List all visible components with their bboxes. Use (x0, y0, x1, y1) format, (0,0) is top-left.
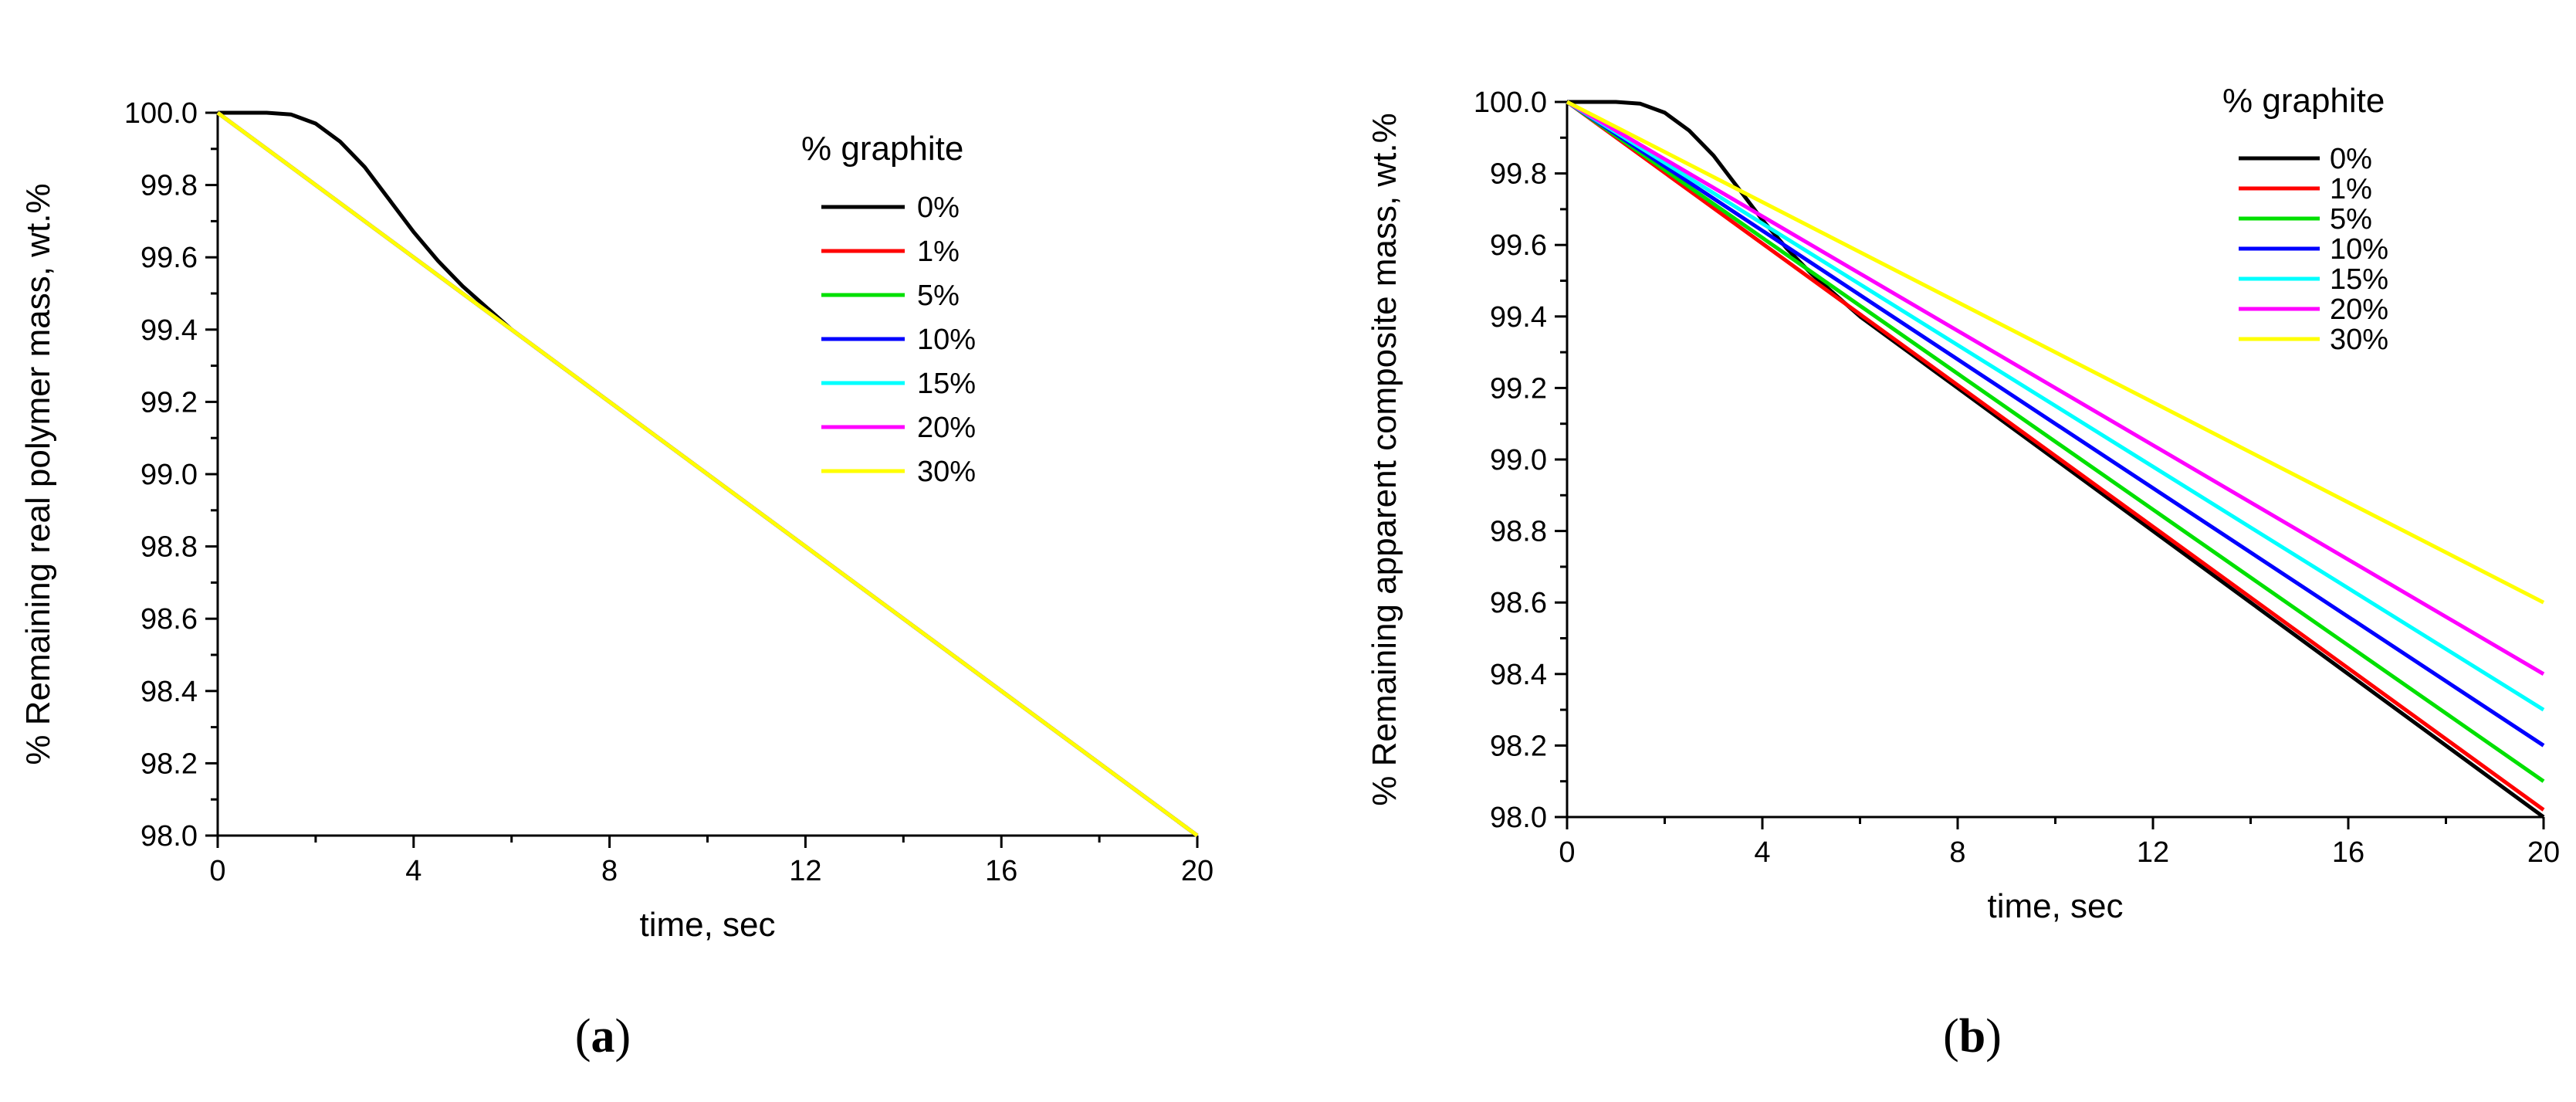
legend-label: 20% (2330, 293, 2388, 326)
y-tick-label: 98.0 (140, 820, 198, 853)
x-tick-label: 8 (601, 855, 618, 887)
legend-label: 15% (2330, 263, 2388, 296)
y-tick-label: 100.0 (124, 97, 198, 130)
panel-label-close: ) (615, 1010, 631, 1063)
x-tick-label: 4 (1754, 836, 1770, 869)
legend-label: 0% (2330, 143, 2372, 175)
panel-label-letter: b (1959, 1010, 1985, 1063)
legend-label: 10% (2330, 233, 2388, 266)
series-line-20pct (1566, 100, 2545, 676)
x-tick-label: 4 (405, 855, 421, 887)
y-tick-label: 98.6 (140, 603, 198, 636)
y-tick-label: 99.6 (140, 242, 198, 274)
panel-label: (b) (1943, 1010, 2002, 1063)
y-tick-label: 98.0 (1490, 802, 1547, 834)
x-axis-title: time, sec (639, 906, 775, 944)
x-tick-label: 0 (1559, 836, 1575, 869)
y-tick-label: 98.2 (140, 748, 198, 780)
panel-label-close: ) (1985, 1010, 2002, 1063)
y-tick-label: 98.2 (1490, 730, 1547, 762)
chart-panel-a: 0 4 8 12 16 20 98.0 98.2 98.4 98.6 98.8 99.0 99.2 99.… (19, 97, 1214, 1063)
x-tick-label: 12 (789, 855, 821, 887)
y-axis-title: % Remaining real polymer mass, wt.% (19, 183, 57, 765)
legend-label: 30% (2330, 324, 2388, 356)
legend-label: 5% (917, 280, 960, 312)
x-tick-label: 8 (1949, 836, 1965, 869)
x-tick-label: 20 (2527, 836, 2560, 869)
series-line-30pct (216, 110, 1199, 838)
legend-label: 10% (917, 324, 976, 356)
series-line-1pct (1566, 100, 2545, 812)
y-tick-label: 99.2 (140, 386, 198, 419)
series-line-30pct (1566, 100, 2545, 605)
y-tick-label: 99.2 (1490, 372, 1547, 405)
legend-title: % graphite (801, 130, 963, 168)
legend: % graphite 0% 1% 5% 10% 15% 20% 30% (801, 130, 976, 488)
y-tick-label: 99.0 (140, 459, 198, 491)
x-tick-label: 12 (2137, 836, 2169, 869)
x-axis-title: time, sec (1987, 887, 2123, 925)
y-tick-label: 99.6 (1490, 229, 1547, 262)
y-tick-label: 98.8 (1490, 516, 1547, 548)
legend-label: 0% (917, 192, 960, 224)
legend-label: 5% (2330, 203, 2372, 236)
panel-label-letter: a (591, 1010, 615, 1063)
legend: % graphite 0%1%5%10%15%20%30% (2222, 82, 2388, 356)
y-axis-title: % Remaining apparent composite mass, wt.… (1366, 113, 1403, 806)
legend-label: 1% (917, 236, 960, 268)
chart-panel-b: 0 4 8 12 16 20 98.0 98.2 98.4 98.6 98.8 99.0 99.2 99.… (1366, 82, 2560, 1063)
y-tick-label: 98.8 (140, 531, 198, 564)
series-line-15pct (1566, 100, 2545, 712)
panel-label-open: ( (575, 1010, 591, 1063)
x-tick-label: 16 (985, 855, 1017, 887)
y-tick-label: 99.0 (1490, 444, 1547, 476)
y-tick-label: 99.8 (1490, 158, 1547, 191)
legend-label: 20% (917, 412, 976, 444)
y-tick-label: 99.8 (140, 170, 198, 202)
series-line-10pct (1566, 100, 2545, 748)
y-tick-label: 99.4 (140, 314, 198, 347)
y-tick-label: 98.6 (1490, 587, 1547, 619)
x-tick-label: 0 (209, 855, 225, 887)
y-tick-label: 100.0 (1474, 86, 1547, 119)
y-tick-label: 99.4 (1490, 301, 1547, 334)
panel-label: (a) (575, 1010, 631, 1063)
legend-label: 30% (917, 456, 976, 488)
series-line-5pct (1566, 100, 2545, 783)
y-tick-label: 98.4 (140, 676, 198, 708)
legend-label: 15% (917, 368, 976, 400)
panel-label-open: ( (1943, 1010, 1959, 1063)
x-tick-label: 16 (2332, 836, 2364, 869)
y-tick-label: 98.4 (1490, 659, 1547, 691)
legend-title: % graphite (2222, 82, 2385, 120)
x-tick-label: 20 (1181, 855, 1214, 887)
legend-label: 1% (2330, 173, 2372, 205)
